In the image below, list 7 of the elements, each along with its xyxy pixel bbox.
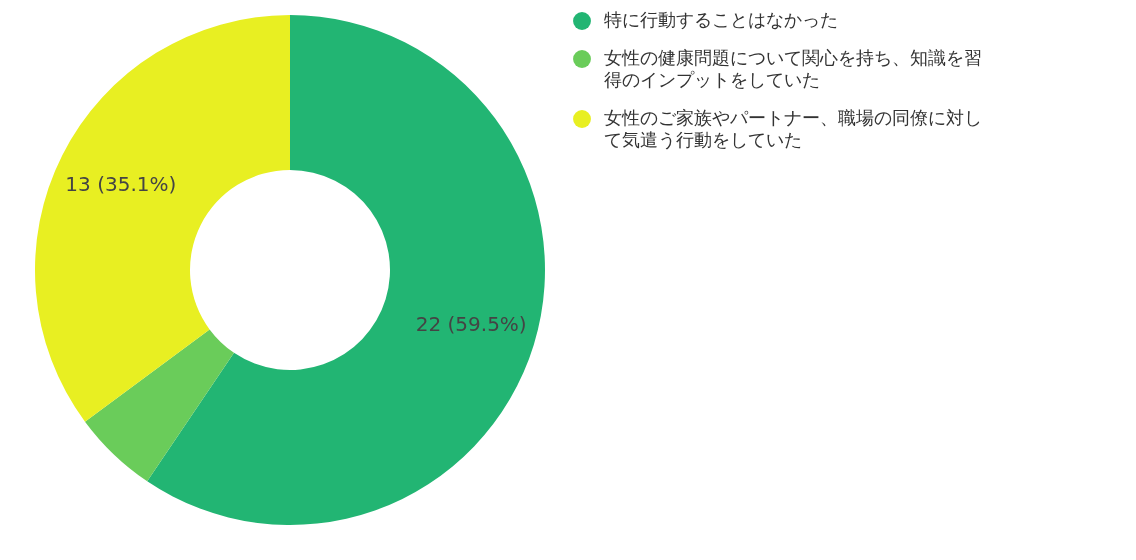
donut-slice xyxy=(84,329,234,482)
legend-label: 女性のご家族やパートナー、職場の同僚に対して気遣う行動をしていた xyxy=(604,107,982,150)
legend-label: 特に行動することはなかった xyxy=(604,9,838,30)
donut-slice xyxy=(35,15,290,422)
data-label: 13 (35.1%) xyxy=(65,171,177,196)
legend-label: 女性の健康問題について関心を持ち、知識を習得のインプットをしていた xyxy=(604,47,982,90)
data-label: 22 (59.5%) xyxy=(415,312,527,337)
